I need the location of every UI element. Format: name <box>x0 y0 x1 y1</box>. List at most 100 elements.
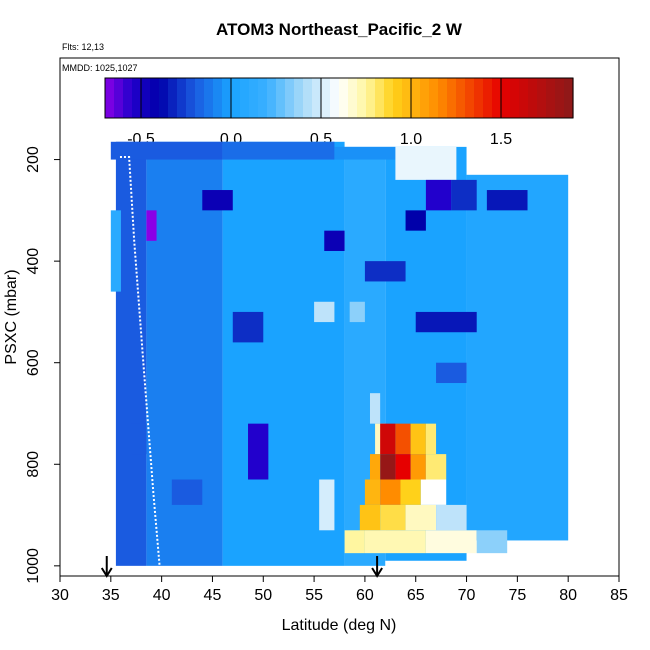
colorbar-segment <box>492 78 502 118</box>
colorbar-segment <box>114 78 124 118</box>
x-tick-label: 50 <box>254 587 272 604</box>
y-axis-label: PSXC (mbar) <box>3 269 20 364</box>
colorbar-segment <box>456 78 466 118</box>
colorbar-segment <box>339 78 349 118</box>
colorbar-segment <box>348 78 358 118</box>
colorbar-segment <box>429 78 439 118</box>
x-tick-label: 60 <box>356 587 374 604</box>
colorbar-segment <box>330 78 340 118</box>
colorbar-segment <box>375 78 385 118</box>
colorbar-segment <box>447 78 457 118</box>
colorbar-segment <box>276 78 286 118</box>
heatmap-cell <box>436 504 467 531</box>
heatmap-cell <box>395 454 411 480</box>
colorbar-segment <box>267 78 277 118</box>
colorbar-segment <box>483 78 493 118</box>
heatmap-cell <box>110 210 121 292</box>
heatmap-cell <box>420 479 447 505</box>
colorbar-segment <box>105 78 115 118</box>
colorbar-segment <box>159 78 169 118</box>
heatmap-cell <box>405 504 437 531</box>
colorbar-segment <box>240 78 250 118</box>
colorbar-segment <box>357 78 367 118</box>
heatmap-cell <box>146 210 157 241</box>
x-tick-label: 35 <box>102 587 120 604</box>
heatmap-cell <box>344 530 365 554</box>
heatmap-cell <box>364 261 406 282</box>
heatmap-cell <box>425 179 452 211</box>
colorbar-segment <box>303 78 313 118</box>
x-tick-label: 75 <box>508 587 526 604</box>
heatmap-cell <box>425 454 447 480</box>
colorbar-segment <box>132 78 142 118</box>
heatmap-cell <box>410 423 426 455</box>
colorbar-segment <box>177 78 187 118</box>
colorbar-segment <box>294 78 304 118</box>
colorbar-segment <box>186 78 196 118</box>
heatmap-cell <box>380 454 396 480</box>
heatmap-cell <box>314 301 335 323</box>
heatmap-cell <box>359 504 381 531</box>
heatmap-cell <box>395 423 411 455</box>
x-tick-label: 70 <box>458 587 476 604</box>
heatmap-cell <box>415 311 477 333</box>
x-tick-label: 65 <box>407 587 425 604</box>
colorbar-segment <box>474 78 484 118</box>
heatmap-cell <box>486 190 528 211</box>
heatmap-cell <box>369 454 381 480</box>
colorbar-segment <box>519 78 529 118</box>
heatmap-cell <box>425 423 437 455</box>
mmdd-label: MMDD: 1025,1027 <box>62 63 138 73</box>
x-tick-label: 40 <box>153 587 171 604</box>
colorbar-segment <box>168 78 178 118</box>
colorbar-segment <box>411 78 421 118</box>
colorbar-frame <box>104 77 574 119</box>
colorbar-segment <box>213 78 223 118</box>
heatmap-cell <box>110 141 223 160</box>
colorbar-segment <box>222 78 232 118</box>
heatmap-cell <box>364 530 426 554</box>
colorbar-segment <box>123 78 133 118</box>
colorbar-segment <box>537 78 547 118</box>
heatmap-cell <box>232 311 264 343</box>
x-tick-label: 80 <box>559 587 577 604</box>
colorbar-segment <box>384 78 394 118</box>
y-tick-label: 200 <box>25 146 42 173</box>
heatmap-cell <box>248 423 269 480</box>
heatmap-cell <box>400 479 421 505</box>
plot-frame <box>59 57 620 577</box>
colorbar-segment <box>465 78 475 118</box>
heatmap-cell <box>395 146 457 180</box>
x-tick-label: 55 <box>305 587 323 604</box>
y-tick-label: 400 <box>25 248 42 275</box>
colorbar-tick-label: 1.0 <box>400 131 422 148</box>
colorbar-segment <box>366 78 376 118</box>
flights-label: Flts: 12,13 <box>62 42 104 52</box>
colorbar-segment <box>564 78 574 118</box>
heatmap-cell <box>425 530 477 554</box>
heatmap-cell <box>410 454 426 480</box>
heatmap-cell <box>436 362 467 384</box>
colorbar-segment <box>204 78 214 118</box>
y-tick-label: 1000 <box>25 548 42 584</box>
heatmap-cell <box>334 146 396 160</box>
colorbar-segment <box>402 78 412 118</box>
colorbar-segment <box>141 78 151 118</box>
colorbar: -0.5 0.0 0.5 1.0 1.5 <box>104 77 574 148</box>
colorbar-segment <box>438 78 448 118</box>
y-tick-label: 800 <box>25 451 42 478</box>
heatmap-cell <box>476 530 508 554</box>
colorbar-tick-label: 1.5 <box>490 131 512 148</box>
colorbar-segment <box>393 78 403 118</box>
x-tick-label: 85 <box>610 587 628 604</box>
y-axis: 200 400 600 800 1000 <box>25 146 60 584</box>
colorbar-segment <box>501 78 511 118</box>
heatmap-cell <box>131 423 147 455</box>
heatmap-cell <box>405 210 426 231</box>
heatmap-cell <box>380 479 401 505</box>
colorbar-segment <box>258 78 268 118</box>
heatmap-cell <box>369 393 381 424</box>
heatmap-cell <box>380 504 406 531</box>
heatmap-cell <box>364 479 381 505</box>
